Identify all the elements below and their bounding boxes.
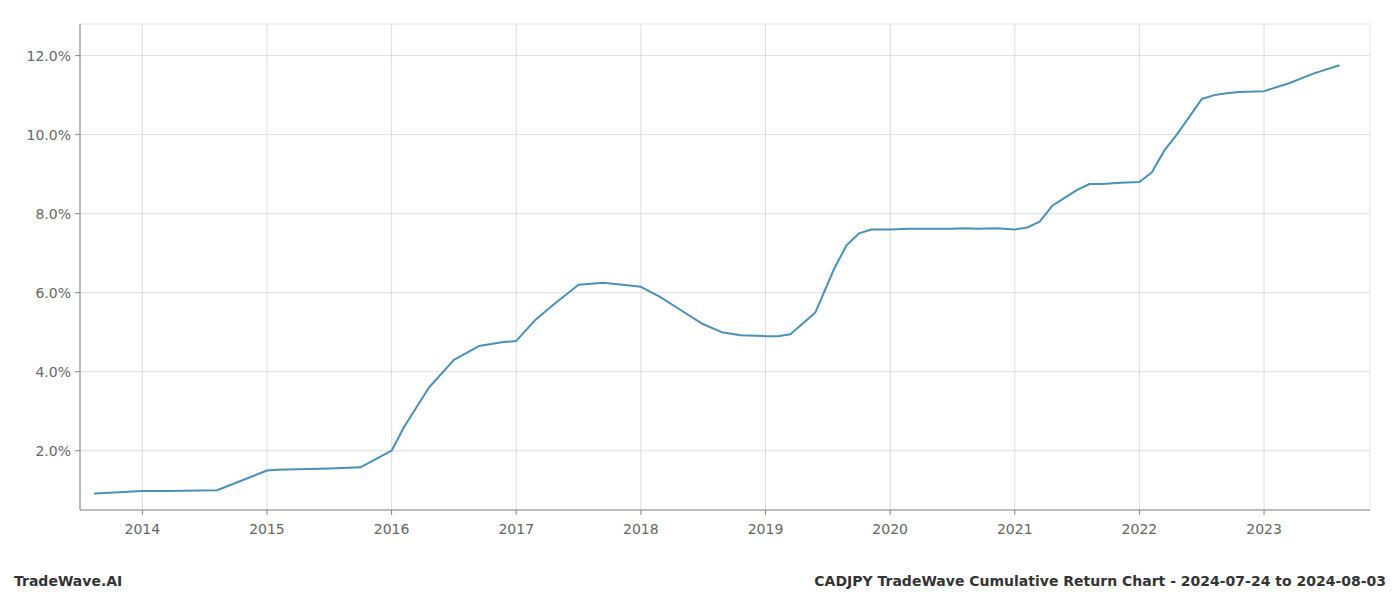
- watermark: TradeWave.AI: [14, 573, 122, 589]
- tick-mark: [640, 510, 641, 515]
- plot-frame: [80, 24, 1370, 510]
- grid-line: [765, 24, 766, 510]
- grid-line: [80, 292, 1370, 293]
- tick-label: 12.0%: [27, 48, 71, 64]
- chart: 2014 2015 2016 2017 2018 2019 2020 2021 2022 2023…: [0, 0, 1400, 600]
- tick-mark: [391, 510, 392, 515]
- grid-line: [80, 450, 1370, 451]
- tick-label: 2020: [872, 521, 908, 537]
- grid-line: [516, 24, 517, 510]
- grid: [80, 24, 1370, 510]
- tick-label: 2017: [498, 521, 534, 537]
- tick-label: 10.0%: [27, 127, 71, 143]
- grid-line: [1014, 24, 1015, 510]
- tick-label: 2021: [997, 521, 1033, 537]
- tick-label: 4.0%: [35, 364, 71, 380]
- axes: 2014 2015 2016 2017 2018 2019 2020 2021 2022 2023…: [27, 24, 1370, 537]
- grid-line: [266, 24, 267, 510]
- tick-mark: [1264, 510, 1265, 515]
- y-axis-line: [80, 24, 81, 510]
- tick-label: 2.0%: [35, 443, 71, 459]
- tick-label: 8.0%: [35, 206, 71, 222]
- tick-label: 2018: [623, 521, 659, 537]
- x-axis-line: [80, 510, 1370, 511]
- tick-mark: [266, 510, 267, 515]
- grid-line: [1264, 24, 1265, 510]
- grid-line: [80, 55, 1370, 56]
- tick-label: 2022: [1122, 521, 1158, 537]
- grid-line: [142, 24, 143, 510]
- title: CADJPY TradeWave Cumulative Return Chart…: [814, 573, 1386, 589]
- grid-line: [391, 24, 392, 510]
- grid-line: [640, 24, 641, 510]
- tick-mark: [142, 510, 143, 515]
- tick-mark: [1014, 510, 1015, 515]
- tick-label: 6.0%: [35, 285, 71, 301]
- grid-line: [1139, 24, 1140, 510]
- tick-label: 2015: [249, 521, 285, 537]
- grid-line: [80, 213, 1370, 214]
- tick-mark: [75, 55, 80, 56]
- tick-mark: [1139, 510, 1140, 515]
- tick-mark: [75, 450, 80, 451]
- tick-mark: [765, 510, 766, 515]
- background: [0, 0, 1400, 600]
- tick-mark: [890, 510, 891, 515]
- tick-label: 2019: [748, 521, 784, 537]
- tick-mark: [516, 510, 517, 515]
- tick-label: 2023: [1246, 521, 1282, 537]
- plot-area: [95, 65, 1339, 493]
- grid-line: [890, 24, 891, 510]
- grid-line: [80, 371, 1370, 372]
- data-line: [95, 65, 1339, 493]
- tick-mark: [75, 213, 80, 214]
- tick-mark: [75, 371, 80, 372]
- tick-mark: [75, 292, 80, 293]
- tick-label: 2016: [374, 521, 410, 537]
- tick-mark: [75, 134, 80, 135]
- tick-label: 2014: [124, 521, 160, 537]
